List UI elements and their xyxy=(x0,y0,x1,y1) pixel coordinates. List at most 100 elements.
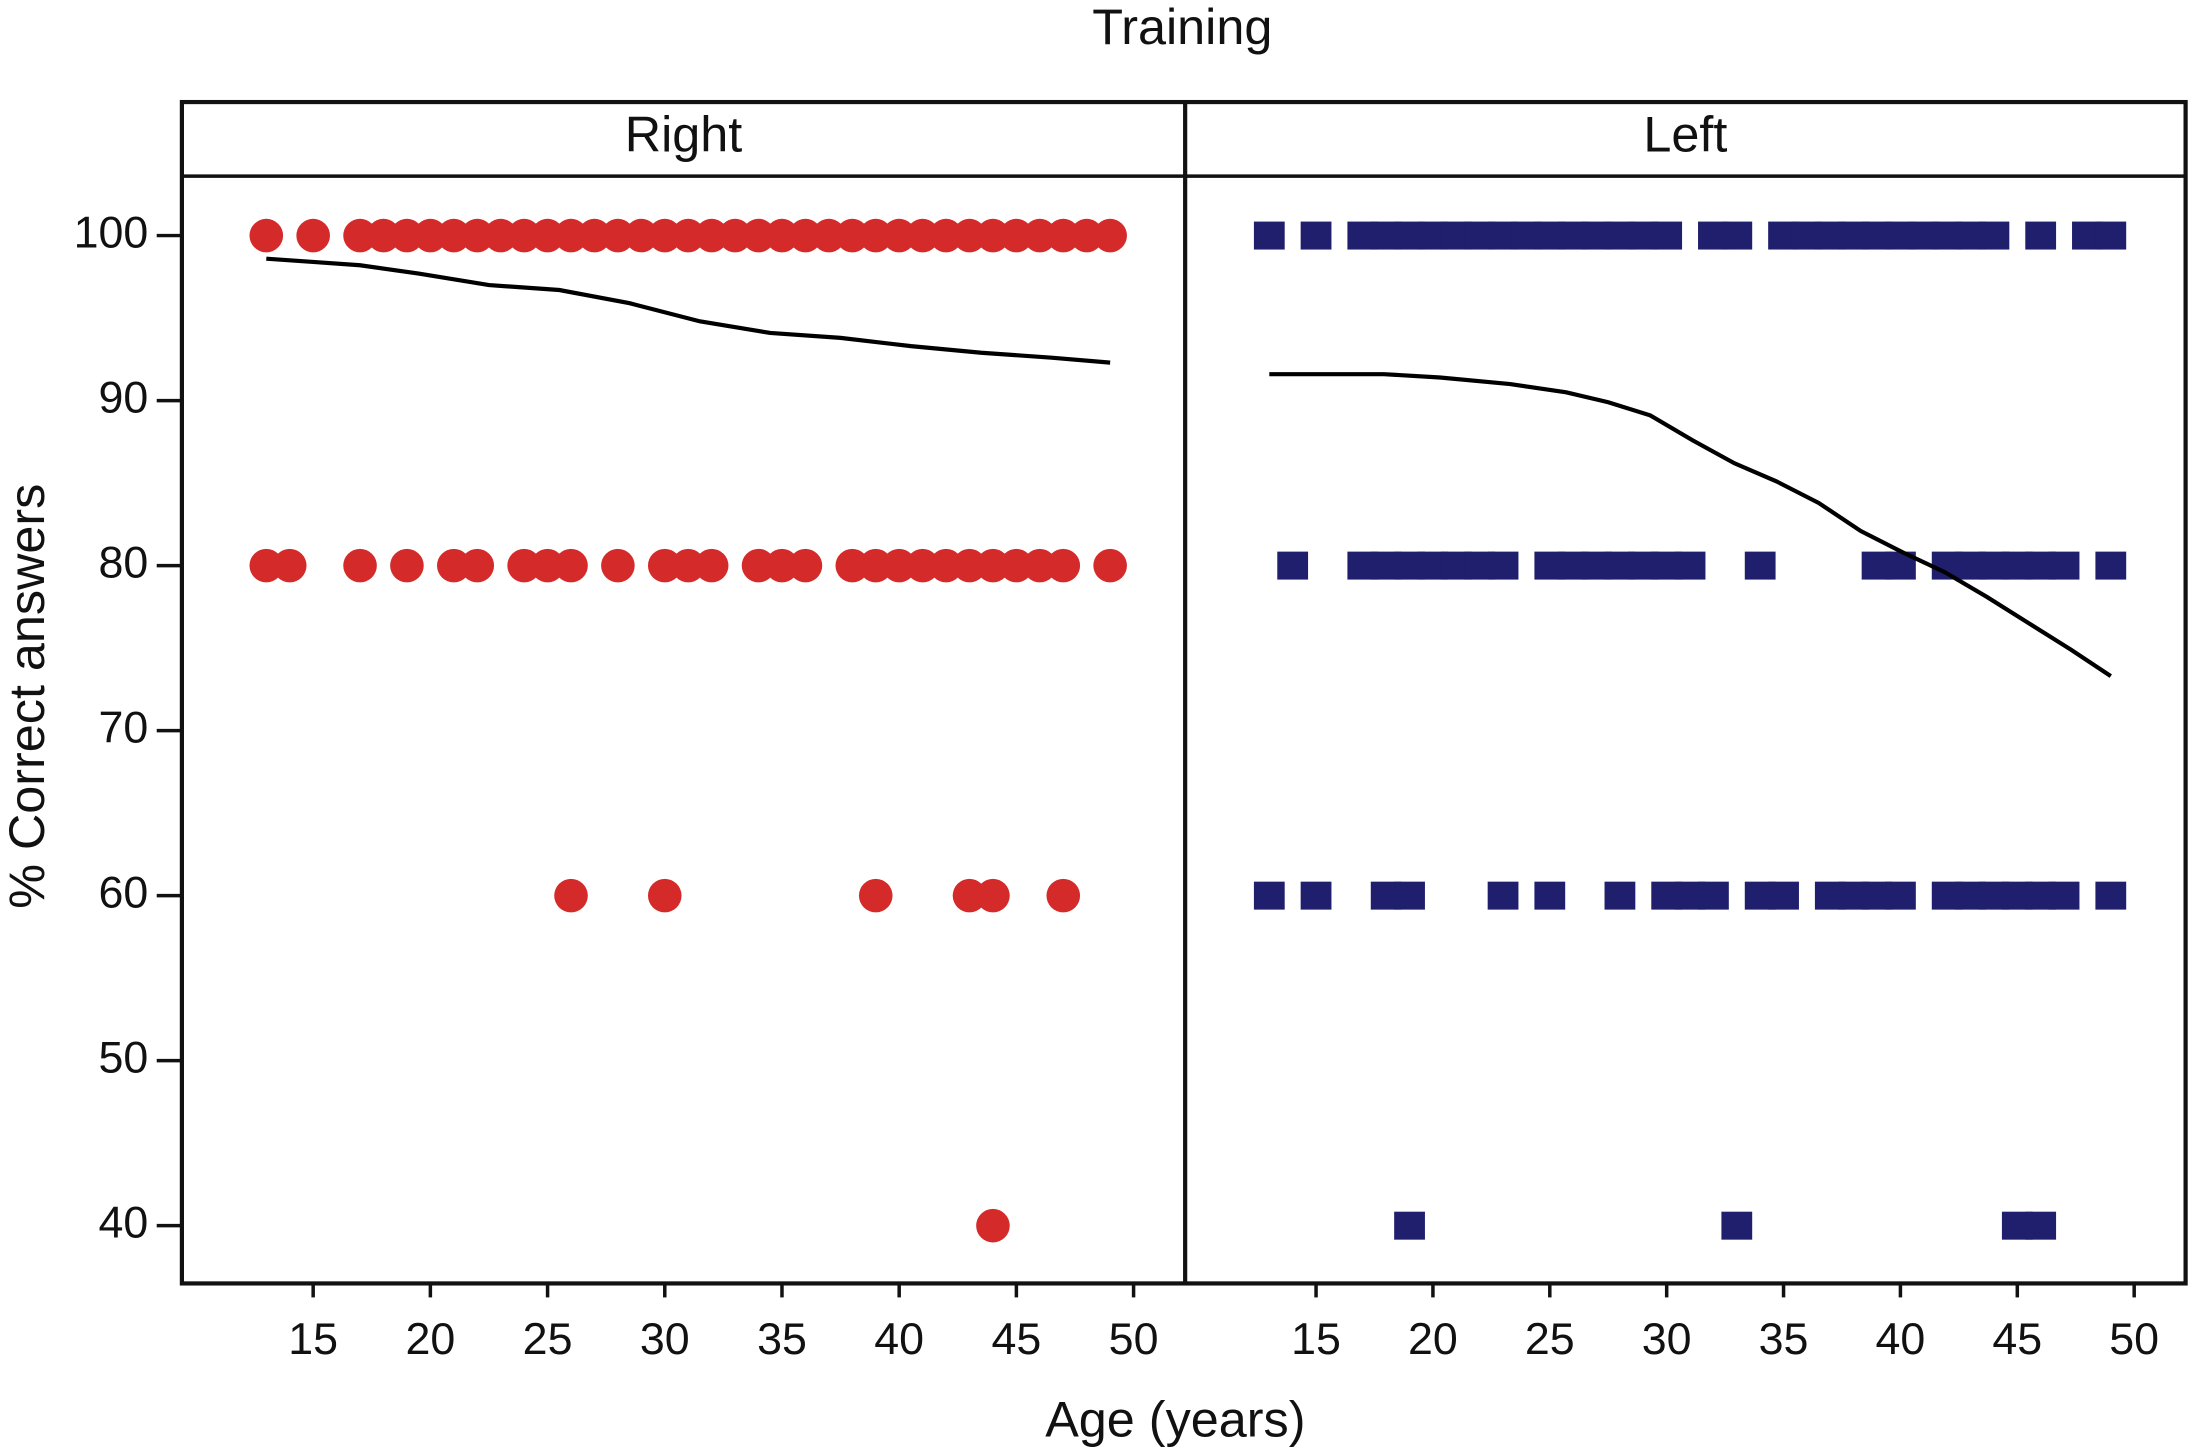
point xyxy=(1978,221,2010,250)
point xyxy=(1046,878,1081,913)
x-tick-label: 30 xyxy=(1642,1314,1692,1364)
point xyxy=(390,218,424,253)
point xyxy=(530,218,565,253)
x-tick-label: 50 xyxy=(1109,1314,1159,1364)
x-tick-label: 15 xyxy=(1291,1314,1341,1364)
point xyxy=(1651,221,1683,250)
y-axis-label: % Correct answers xyxy=(0,484,55,909)
point xyxy=(413,218,448,253)
point xyxy=(952,548,987,583)
x-tick-label: 50 xyxy=(2109,1314,2159,1364)
point xyxy=(2095,551,2127,580)
point xyxy=(647,878,682,913)
point xyxy=(1023,548,1057,583)
point xyxy=(718,218,752,253)
point xyxy=(272,548,307,583)
point xyxy=(671,548,706,583)
point xyxy=(647,218,682,253)
point xyxy=(882,218,916,253)
point xyxy=(976,548,1010,583)
point xyxy=(929,218,963,253)
point xyxy=(741,218,776,253)
point xyxy=(1069,218,1104,253)
point xyxy=(1046,548,1081,583)
point xyxy=(249,218,284,253)
point xyxy=(554,548,588,583)
x-axis-label: Age (years) xyxy=(1045,1391,1305,1448)
point xyxy=(858,548,893,583)
point xyxy=(2025,221,2057,250)
y-tick-label: 100 xyxy=(74,207,149,257)
point xyxy=(1768,881,1799,910)
point xyxy=(1394,1211,1425,1240)
point xyxy=(1093,548,1127,583)
y-tick-label: 40 xyxy=(99,1198,149,1248)
strip-label: Right xyxy=(625,106,743,163)
point xyxy=(976,878,1010,913)
y-tick-label: 50 xyxy=(99,1032,149,1082)
point xyxy=(1885,881,1916,910)
point xyxy=(530,548,565,583)
point xyxy=(601,548,635,583)
point xyxy=(1277,551,1309,580)
point xyxy=(1744,551,1776,580)
point xyxy=(858,218,893,253)
point xyxy=(999,218,1034,253)
point xyxy=(976,1208,1010,1243)
point xyxy=(952,218,987,253)
y-tick-label: 90 xyxy=(99,372,149,422)
chart-title: Training xyxy=(1092,0,1272,55)
point xyxy=(2095,881,2127,910)
point xyxy=(835,218,870,253)
point xyxy=(1300,881,1332,910)
x-tick-label: 45 xyxy=(991,1314,1041,1364)
x-tick-label: 15 xyxy=(288,1314,338,1364)
point xyxy=(507,548,541,583)
x-tick-label: 25 xyxy=(523,1314,573,1364)
point xyxy=(366,218,401,253)
point xyxy=(2095,221,2127,250)
point xyxy=(507,218,541,253)
point xyxy=(1300,221,1332,250)
point xyxy=(952,878,987,913)
point xyxy=(788,218,823,253)
point xyxy=(812,218,846,253)
fit-line xyxy=(1269,372,2112,678)
point xyxy=(1721,221,1753,250)
point xyxy=(1253,881,1285,910)
x-tick-label: 35 xyxy=(1759,1314,1809,1364)
point xyxy=(343,218,377,253)
point xyxy=(788,548,823,583)
point xyxy=(671,218,706,253)
point xyxy=(2048,881,2080,910)
x-tick-label: 20 xyxy=(405,1314,455,1364)
point xyxy=(1253,221,1285,250)
point xyxy=(835,548,870,583)
point xyxy=(1721,1211,1753,1240)
point xyxy=(1674,551,1706,580)
point xyxy=(882,548,916,583)
x-tick-label: 30 xyxy=(640,1314,690,1364)
point xyxy=(577,218,612,253)
x-tick-label: 40 xyxy=(874,1314,924,1364)
point xyxy=(2048,551,2080,580)
point xyxy=(1023,218,1057,253)
point xyxy=(554,878,588,913)
point xyxy=(905,548,940,583)
point xyxy=(296,218,330,253)
point xyxy=(2025,1211,2057,1240)
strip-label: Left xyxy=(1643,106,1727,163)
point xyxy=(858,878,893,913)
point xyxy=(694,548,729,583)
point xyxy=(741,548,776,583)
point xyxy=(905,218,940,253)
point xyxy=(1046,218,1081,253)
point xyxy=(624,218,659,253)
point xyxy=(1093,218,1127,253)
y-tick-label: 80 xyxy=(99,537,149,587)
point xyxy=(976,218,1010,253)
point xyxy=(437,548,471,583)
